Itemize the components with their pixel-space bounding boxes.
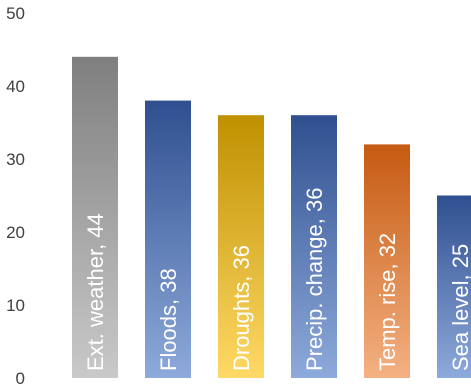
bar-data-label: Ext. weather, 44: [83, 213, 108, 371]
y-tick-label: 30: [6, 150, 25, 169]
bar-labels-group: Ext. weather, 44 Floods, 38 Droughts, 36 Pr…: [83, 188, 471, 371]
y-tick-label: 50: [6, 4, 25, 23]
bar-data-label: Precip. change, 36: [302, 188, 327, 371]
bar-data-label: Temp. rise, 32: [375, 233, 400, 371]
bar-data-label: Sea level, 25: [448, 244, 471, 371]
bar-ext-weather: [72, 56, 118, 379]
bars-group: [72, 56, 471, 379]
bar-floods: [145, 100, 191, 378]
bar-sea-level: [437, 195, 471, 378]
bar-data-label: Floods, 38: [156, 268, 181, 371]
y-tick-label: 40: [6, 77, 25, 96]
bar-droughts: [218, 115, 264, 378]
y-axis: 0 10 20 30 40 50: [6, 4, 25, 388]
bar-temp-rise: [364, 144, 410, 378]
y-tick-label: 20: [6, 223, 25, 242]
y-tick-label: 0: [16, 369, 25, 388]
y-tick-label: 10: [6, 296, 25, 315]
bar-data-label: Droughts, 36: [229, 245, 254, 371]
bar-precip-change: [291, 115, 337, 378]
